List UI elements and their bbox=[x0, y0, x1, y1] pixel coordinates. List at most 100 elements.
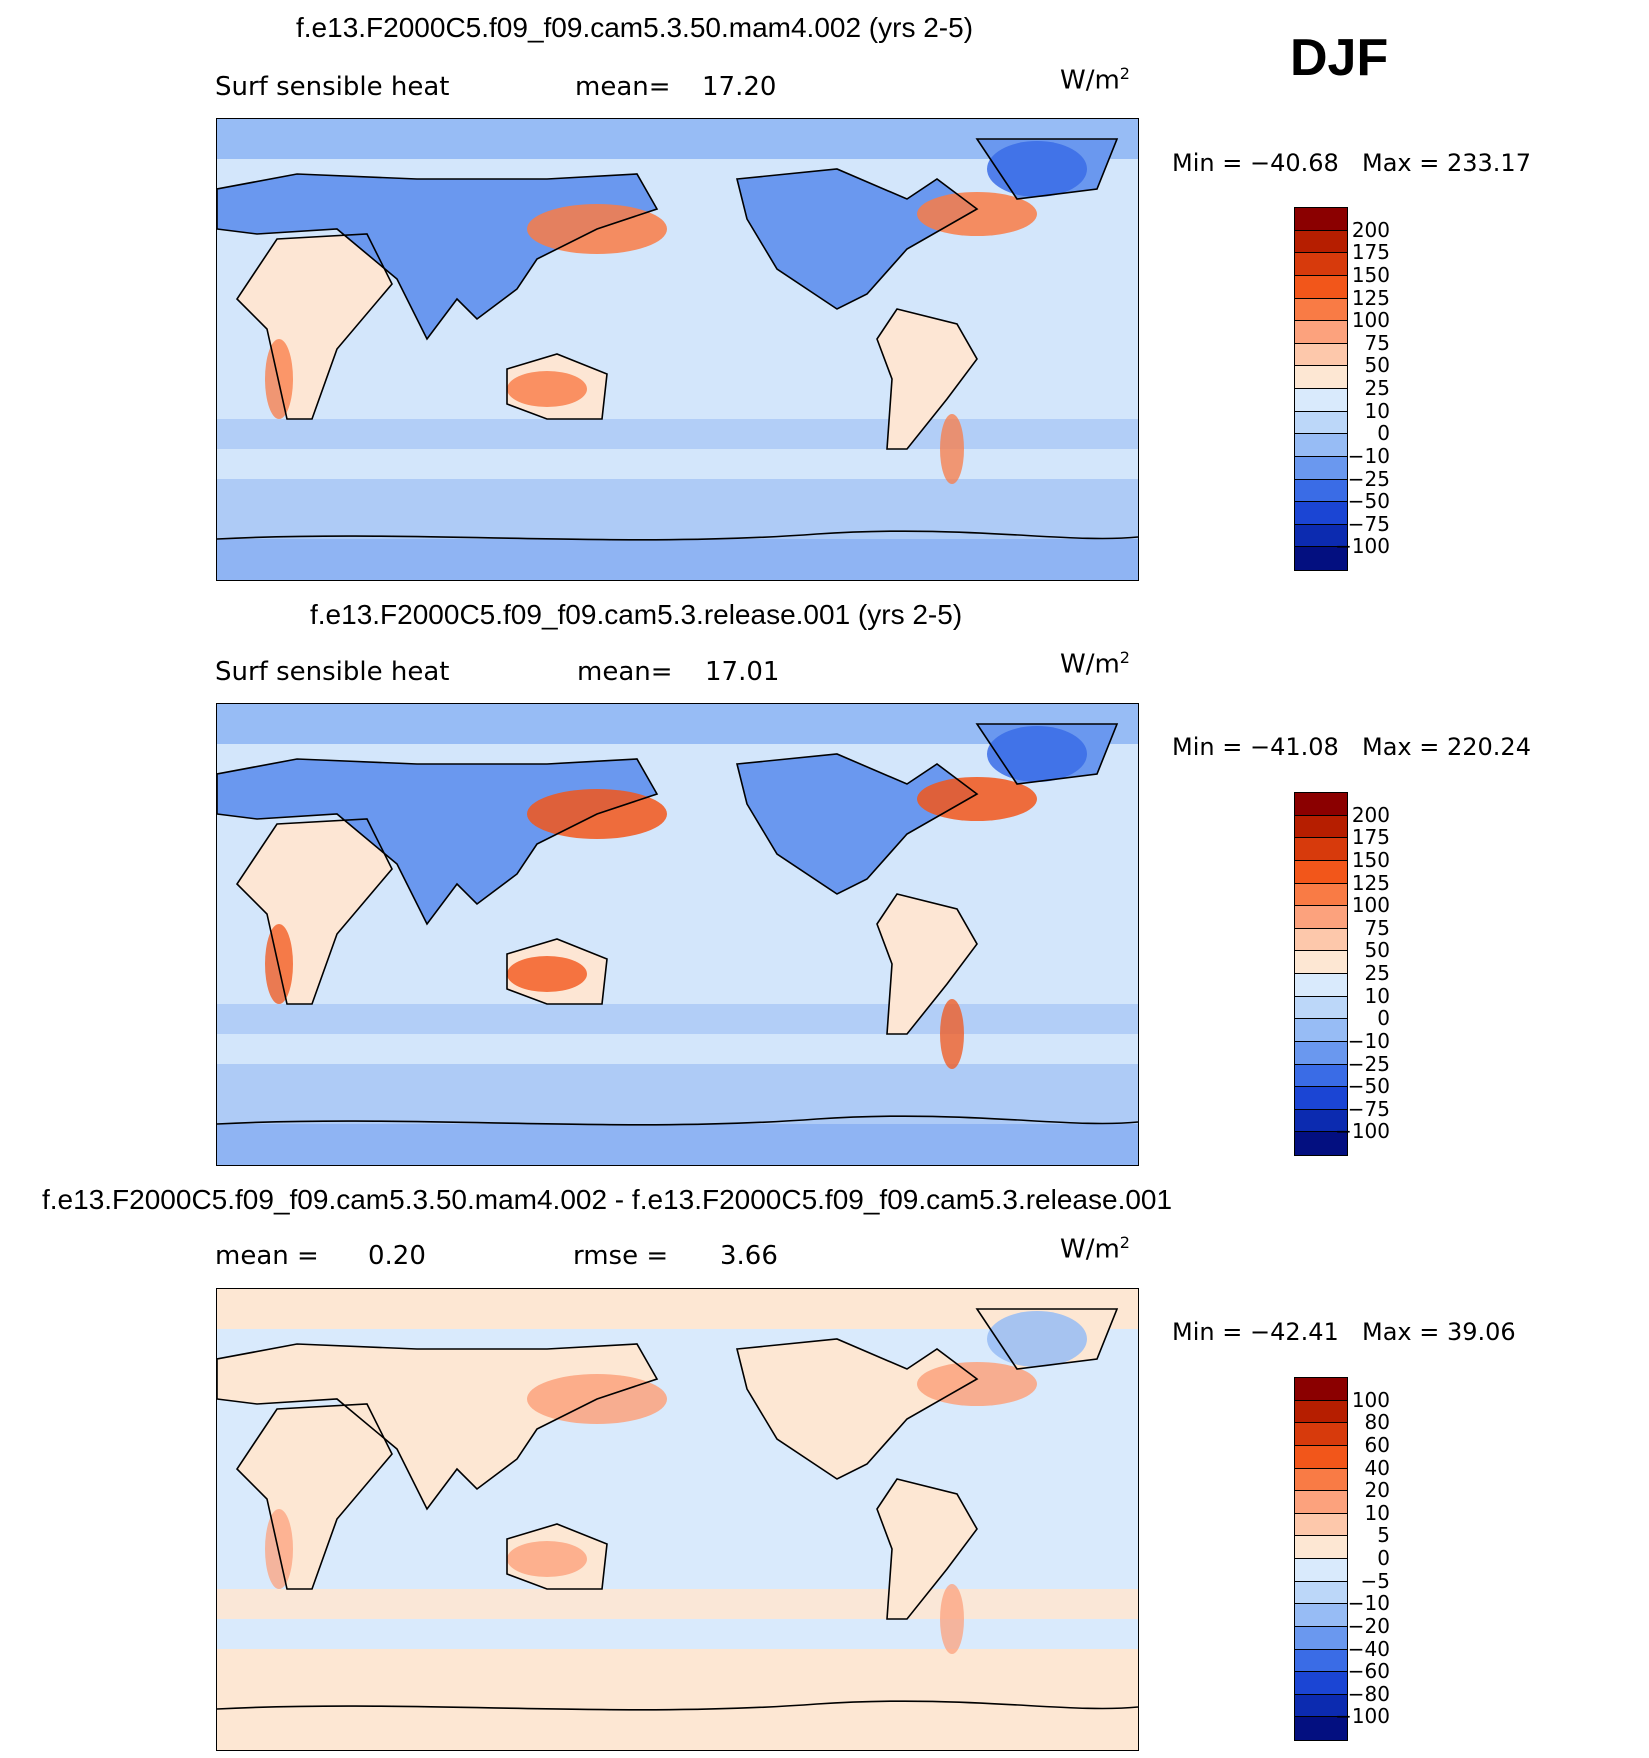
southern-africa-warm-region bbox=[265, 924, 293, 1004]
coastline bbox=[735, 753, 979, 895]
colorbar-tick-label: 125 bbox=[1351, 285, 1390, 310]
southern-band bbox=[217, 1004, 1138, 1034]
antarctic-coastline bbox=[217, 530, 1138, 541]
colorbar-tick-label: 10 bbox=[1364, 398, 1390, 423]
colorbar-tick-label: −10 bbox=[1347, 443, 1390, 468]
australia-warm-region bbox=[507, 1541, 587, 1577]
colorbar-swatch bbox=[1295, 321, 1347, 344]
colorbar-tick-label: 25 bbox=[1364, 961, 1390, 985]
season-label: DJF bbox=[1290, 29, 1389, 87]
colorbar-swatch bbox=[1295, 928, 1347, 952]
colorbar-swatch bbox=[1295, 1041, 1347, 1065]
panel3-min: Min = −42.41 bbox=[1172, 1318, 1339, 1346]
coastline bbox=[876, 893, 978, 1035]
colorbar-swatch bbox=[1295, 793, 1347, 816]
colorbar-swatch bbox=[1295, 1445, 1347, 1469]
colorbar-swatch bbox=[1295, 974, 1347, 997]
land-mass bbox=[877, 894, 977, 1034]
colorbar-swatch bbox=[1295, 1019, 1347, 1042]
panel3-map bbox=[216, 1288, 1139, 1751]
colorbar-tick-label: −75 bbox=[1347, 511, 1390, 536]
coastline bbox=[876, 308, 978, 450]
colorbar-tick-label: 25 bbox=[1364, 376, 1390, 400]
colorbar-tick-label: 80 bbox=[1364, 1410, 1390, 1435]
colorbar-swatch bbox=[1295, 1468, 1347, 1492]
colorbar-tick-label: −25 bbox=[1347, 466, 1390, 491]
colorbar-swatch bbox=[1295, 275, 1347, 299]
colorbar-swatch bbox=[1295, 1559, 1347, 1582]
colorbar-swatch bbox=[1295, 479, 1347, 503]
colorbar-swatch bbox=[1295, 996, 1347, 1020]
colorbar-tick-label: −10 bbox=[1347, 1028, 1390, 1053]
units-exp: 2 bbox=[1119, 648, 1130, 667]
colorbar-tick-label: 10 bbox=[1364, 983, 1390, 1008]
greenland-cold-region bbox=[987, 1311, 1087, 1367]
units-base: W/m bbox=[1060, 65, 1120, 96]
colorbar-swatch bbox=[1295, 860, 1347, 884]
panel3-units: W/m2 bbox=[1060, 1233, 1130, 1265]
colorbar-tick-label: 50 bbox=[1364, 353, 1390, 378]
coastline bbox=[506, 1523, 608, 1590]
panel1-mean-value: 17.20 bbox=[702, 72, 777, 102]
colorbar-tick-label: 150 bbox=[1351, 262, 1390, 287]
colorbar-swatch bbox=[1295, 1064, 1347, 1088]
colorbar-swatch bbox=[1295, 366, 1347, 389]
map-field bbox=[217, 1289, 1138, 1750]
panel1-min: Min = −40.68 bbox=[1172, 149, 1339, 177]
colorbar-tick-label: 175 bbox=[1351, 240, 1390, 265]
colorbar-tick-label: 0 bbox=[1377, 421, 1390, 446]
colorbar-swatch bbox=[1295, 906, 1347, 929]
panel2-title: f.e13.F2000C5.f09_f09.cam5.3.release.001… bbox=[310, 599, 963, 630]
colorbar-swatch bbox=[1295, 1604, 1347, 1627]
patagonia-warm-region bbox=[940, 999, 964, 1069]
coastline bbox=[235, 233, 393, 420]
colorbar-swatch bbox=[1295, 208, 1347, 231]
panel2-map bbox=[216, 703, 1139, 1166]
greenland-cold-region bbox=[987, 141, 1087, 197]
panel1-colorbar bbox=[1294, 207, 1348, 571]
southern-ocean-band bbox=[217, 1649, 1138, 1709]
colorbar-swatch bbox=[1295, 1378, 1347, 1401]
land-mass bbox=[737, 754, 977, 894]
panel1-map bbox=[216, 118, 1139, 581]
colorbar-tick-label: 125 bbox=[1351, 870, 1390, 895]
colorbar-swatch bbox=[1295, 547, 1347, 570]
colorbar-tick-label: −40 bbox=[1347, 1636, 1390, 1661]
colorbar-tick-label: 50 bbox=[1364, 938, 1390, 963]
gulf-stream-warm-region bbox=[917, 777, 1037, 821]
units-exp: 2 bbox=[1119, 64, 1130, 83]
colorbar-swatch bbox=[1295, 1513, 1347, 1537]
colorbar-tick-label: 100 bbox=[1351, 1387, 1390, 1412]
colorbar-swatch bbox=[1295, 1649, 1347, 1673]
panel3-max: Max = 39.06 bbox=[1362, 1318, 1516, 1346]
panel2-units: W/m2 bbox=[1060, 648, 1130, 680]
panel1-mean-label: mean= bbox=[575, 72, 671, 102]
colorbar-tick-label: −20 bbox=[1347, 1613, 1390, 1638]
colorbar-tick-label: 10 bbox=[1364, 1500, 1390, 1525]
coastline bbox=[506, 938, 608, 1005]
colorbar-swatch bbox=[1295, 411, 1347, 435]
colorbar-tick-label: −50 bbox=[1347, 1074, 1390, 1099]
colorbar-swatch bbox=[1295, 1626, 1347, 1650]
colorbar-tick-label: 150 bbox=[1351, 847, 1390, 872]
land-mass bbox=[737, 169, 977, 309]
panel2-min: Min = −41.08 bbox=[1172, 733, 1339, 761]
colorbar-swatch bbox=[1295, 1087, 1347, 1110]
colorbar-swatch bbox=[1295, 1400, 1347, 1424]
panel1-title: f.e13.F2000C5.f09_f09.cam5.3.50.mam4.002… bbox=[296, 12, 974, 43]
panel3-mean-label: mean = bbox=[215, 1241, 319, 1271]
southern-africa-warm-region bbox=[265, 339, 293, 419]
coastline bbox=[975, 723, 1119, 785]
colorbar-swatch bbox=[1295, 1717, 1347, 1740]
colorbar-tick-label: −5 bbox=[1360, 1568, 1390, 1593]
panel1-variable: Surf sensible heat bbox=[215, 72, 450, 102]
colorbar-tick-label: 100 bbox=[1351, 308, 1390, 333]
colorbar-swatch bbox=[1295, 230, 1347, 254]
coastline bbox=[735, 168, 979, 310]
colorbar-swatch bbox=[1295, 883, 1347, 907]
panel3-colorbar bbox=[1294, 1377, 1348, 1741]
colorbar-tick-label: 200 bbox=[1351, 217, 1390, 242]
land-mass bbox=[237, 234, 392, 419]
colorbar-tick-label: 40 bbox=[1364, 1455, 1390, 1480]
colorbar-swatch bbox=[1295, 1109, 1347, 1133]
